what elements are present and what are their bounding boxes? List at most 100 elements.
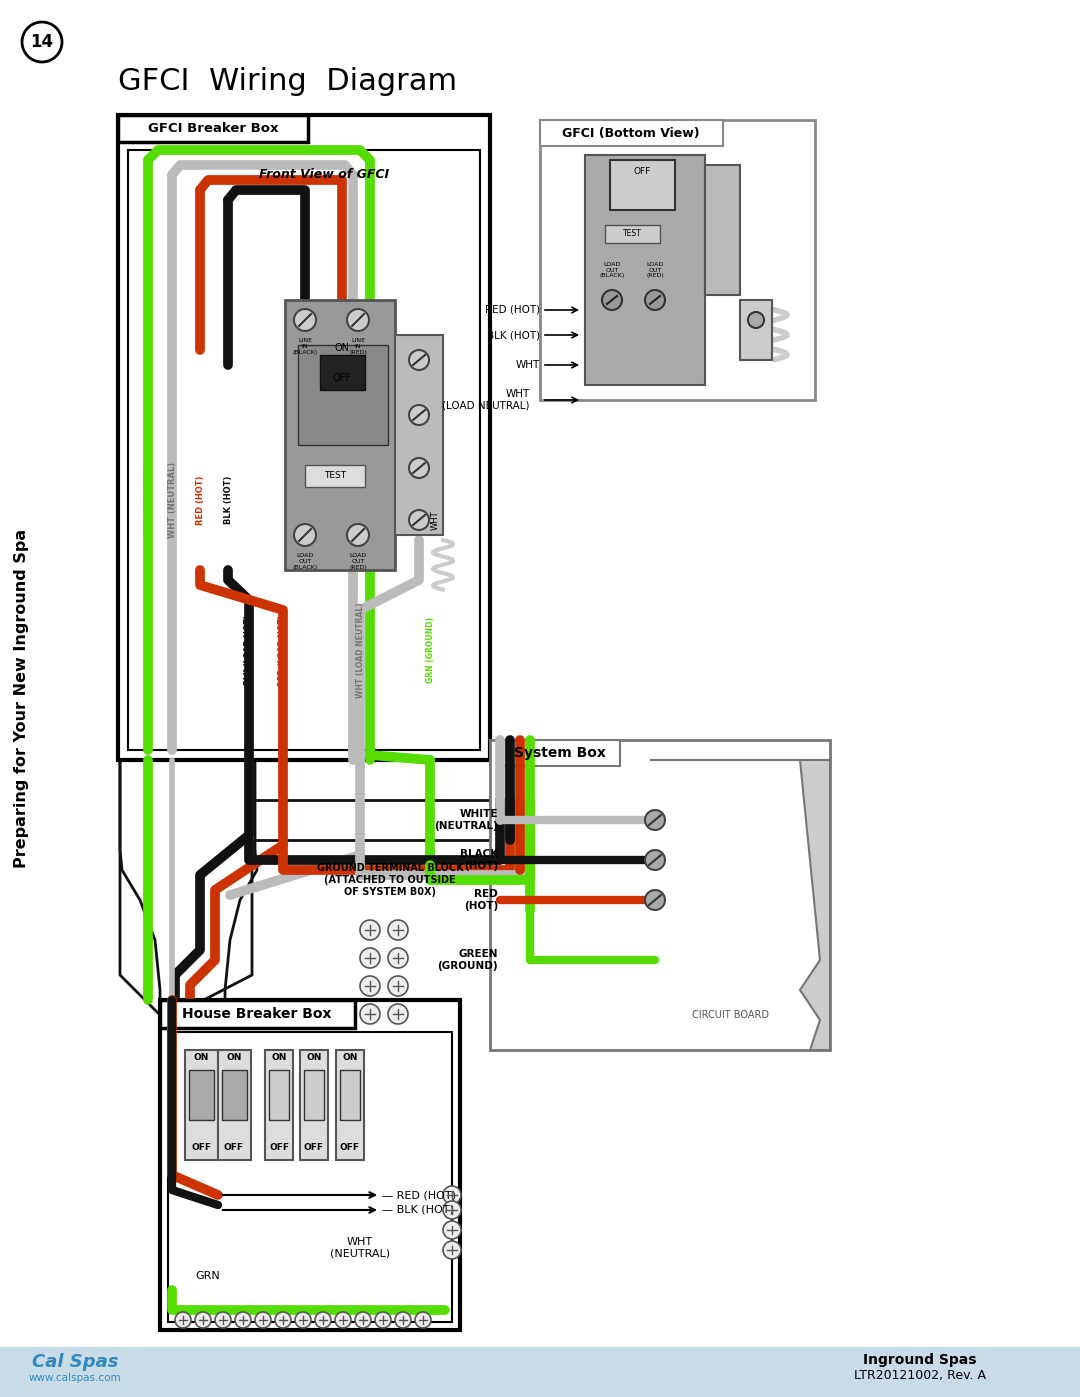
Circle shape xyxy=(360,977,380,996)
Text: GRN (GROUND): GRN (GROUND) xyxy=(426,617,434,683)
Bar xyxy=(305,465,365,488)
Text: Front View of GFCI: Front View of GFCI xyxy=(259,169,389,182)
Text: House Breaker Box: House Breaker Box xyxy=(183,1007,332,1021)
Text: LOAD
OUT
(BLACK): LOAD OUT (BLACK) xyxy=(293,553,318,570)
Text: Preparing for Your New Inground Spa: Preparing for Your New Inground Spa xyxy=(14,528,29,868)
Bar xyxy=(395,335,443,535)
Text: WHT: WHT xyxy=(431,510,440,529)
Circle shape xyxy=(388,977,408,996)
Circle shape xyxy=(294,309,316,331)
Circle shape xyxy=(275,1312,291,1329)
Bar xyxy=(189,1070,214,1120)
Text: LOAD
OUT
(RED): LOAD OUT (RED) xyxy=(646,261,664,278)
Text: RED
(HOT): RED (HOT) xyxy=(463,890,498,911)
Circle shape xyxy=(645,291,665,310)
Text: GFCI Breaker Box: GFCI Breaker Box xyxy=(148,122,279,136)
Bar xyxy=(705,165,740,295)
Circle shape xyxy=(360,1004,380,1024)
Text: CIRCUIT BOARD: CIRCUIT BOARD xyxy=(691,1010,769,1020)
Text: GFCI (Bottom View): GFCI (Bottom View) xyxy=(563,127,700,140)
Text: GRN (GROUND): GRN (GROUND) xyxy=(144,464,152,536)
Text: WHT (LOAD NEUTRAL): WHT (LOAD NEUTRAL) xyxy=(355,602,365,698)
Bar xyxy=(298,345,388,446)
Text: WHT
(NEUTRAL): WHT (NEUTRAL) xyxy=(329,1238,390,1259)
Text: GFCI  Wiring  Diagram: GFCI Wiring Diagram xyxy=(118,67,457,96)
Circle shape xyxy=(295,1312,311,1329)
Text: BLK (HOT): BLK (HOT) xyxy=(224,476,232,524)
Circle shape xyxy=(645,890,665,909)
Bar xyxy=(118,115,308,142)
Circle shape xyxy=(235,1312,251,1329)
Text: TEST: TEST xyxy=(324,472,346,481)
Bar xyxy=(265,1051,293,1160)
Circle shape xyxy=(375,1312,391,1329)
Text: Inground Spas: Inground Spas xyxy=(863,1354,976,1368)
Bar xyxy=(340,1070,360,1120)
Circle shape xyxy=(175,1312,191,1329)
Text: BLK (LOAD HOT): BLK (LOAD HOT) xyxy=(244,615,254,685)
Bar xyxy=(605,225,660,243)
Text: ON: ON xyxy=(193,1053,208,1063)
Text: TEST: TEST xyxy=(623,229,642,239)
Text: — BLK (HOT): — BLK (HOT) xyxy=(382,1206,454,1215)
Bar xyxy=(490,740,831,1051)
Text: — RED (HOT): — RED (HOT) xyxy=(382,1190,456,1200)
Polygon shape xyxy=(650,760,831,1051)
Bar xyxy=(218,1051,251,1160)
Circle shape xyxy=(443,1201,461,1220)
Text: OFF: OFF xyxy=(224,1144,244,1153)
Bar xyxy=(129,149,480,750)
Bar xyxy=(160,1000,460,1330)
Bar xyxy=(222,1070,247,1120)
Bar xyxy=(300,1051,328,1160)
Text: LINE
IN
(BLACK): LINE IN (BLACK) xyxy=(293,338,318,355)
Circle shape xyxy=(215,1312,231,1329)
Circle shape xyxy=(315,1312,330,1329)
Bar xyxy=(540,120,815,400)
Bar xyxy=(285,300,395,570)
Circle shape xyxy=(335,1312,351,1329)
Text: ON: ON xyxy=(307,1053,322,1063)
Text: WHITE
(NEUTRAL): WHITE (NEUTRAL) xyxy=(434,809,498,831)
Bar xyxy=(585,155,705,386)
Circle shape xyxy=(255,1312,271,1329)
Text: System Box: System Box xyxy=(514,746,606,760)
Circle shape xyxy=(415,1312,431,1329)
Text: RED (LOAD HOT): RED (LOAD HOT) xyxy=(279,615,287,686)
Bar xyxy=(320,355,365,390)
Circle shape xyxy=(22,22,62,61)
Circle shape xyxy=(645,810,665,830)
Text: OFF: OFF xyxy=(269,1144,289,1153)
Circle shape xyxy=(388,921,408,940)
Circle shape xyxy=(443,1221,461,1239)
Circle shape xyxy=(347,309,369,331)
Bar xyxy=(269,1070,289,1120)
Circle shape xyxy=(388,1004,408,1024)
Text: ON: ON xyxy=(335,344,350,353)
Text: Cal Spas: Cal Spas xyxy=(31,1354,118,1370)
Circle shape xyxy=(347,524,369,546)
Text: GREEN
(GROUND): GREEN (GROUND) xyxy=(437,949,498,971)
Text: BLACK
(HOT): BLACK (HOT) xyxy=(460,849,498,870)
Circle shape xyxy=(360,921,380,940)
Bar xyxy=(160,1000,355,1028)
Bar xyxy=(500,740,620,766)
Bar xyxy=(740,300,772,360)
Bar xyxy=(610,161,675,210)
Text: www.calspas.com: www.calspas.com xyxy=(29,1373,121,1383)
Text: ON: ON xyxy=(342,1053,357,1063)
Circle shape xyxy=(645,849,665,870)
Text: LINE
IN
(RED): LINE IN (RED) xyxy=(349,338,367,355)
Circle shape xyxy=(409,351,429,370)
Circle shape xyxy=(360,949,380,968)
Text: OFF: OFF xyxy=(333,373,351,383)
Circle shape xyxy=(355,1312,372,1329)
Bar xyxy=(168,1032,453,1322)
Circle shape xyxy=(409,405,429,425)
Circle shape xyxy=(395,1312,411,1329)
Text: ON: ON xyxy=(271,1053,286,1063)
Text: LOAD
OUT
(BLACK): LOAD OUT (BLACK) xyxy=(599,261,624,278)
Text: 14: 14 xyxy=(30,34,54,52)
Text: WHT: WHT xyxy=(516,360,540,370)
Bar xyxy=(0,1347,1080,1397)
